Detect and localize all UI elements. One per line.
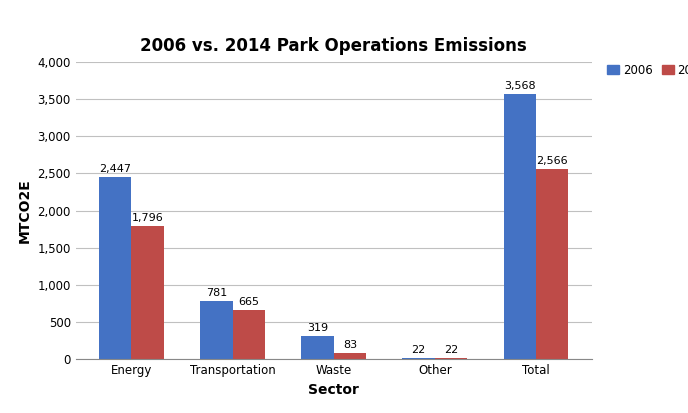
- Text: 3,568: 3,568: [504, 81, 535, 91]
- Bar: [99, 178, 131, 359]
- Bar: [301, 336, 334, 359]
- Y-axis label: MTCO2E: MTCO2E: [18, 178, 32, 243]
- Text: 22: 22: [444, 345, 458, 355]
- Bar: [131, 226, 164, 359]
- X-axis label: Sector: Sector: [308, 383, 359, 397]
- Text: 665: 665: [238, 297, 259, 307]
- Bar: [402, 358, 435, 359]
- Text: 2,566: 2,566: [536, 156, 568, 166]
- Text: 781: 781: [206, 288, 227, 298]
- Bar: [334, 353, 366, 359]
- Bar: [536, 169, 568, 359]
- Legend: 2006, 2014: 2006, 2014: [603, 59, 688, 81]
- Title: 2006 vs. 2014 Park Operations Emissions: 2006 vs. 2014 Park Operations Emissions: [140, 37, 527, 55]
- Bar: [200, 301, 233, 359]
- Bar: [435, 358, 467, 359]
- Text: 83: 83: [343, 340, 357, 350]
- Bar: [233, 310, 265, 359]
- Text: 1,796: 1,796: [132, 213, 164, 223]
- Text: 2,447: 2,447: [99, 164, 131, 174]
- Text: 319: 319: [307, 323, 328, 332]
- Text: 22: 22: [411, 345, 426, 355]
- Bar: [504, 94, 536, 359]
